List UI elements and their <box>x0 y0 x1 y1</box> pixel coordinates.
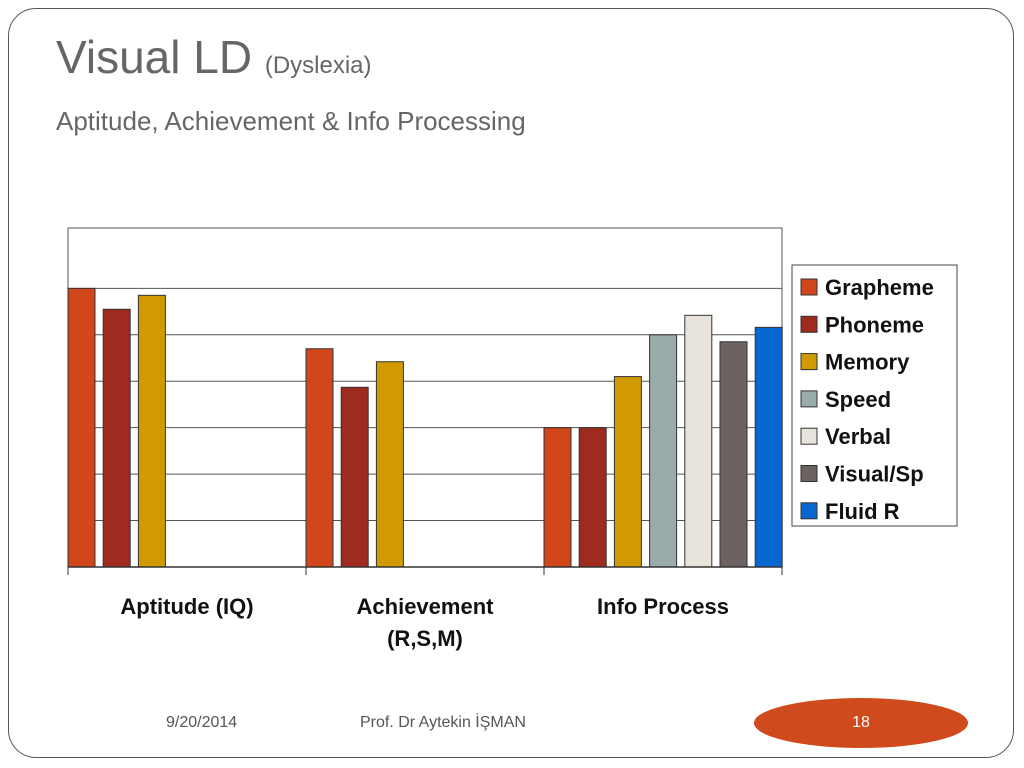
legend-swatch-visual-sp <box>800 465 818 482</box>
bar-verbal-2 <box>684 314 713 568</box>
bar-grapheme-0 <box>67 287 96 568</box>
bar-memory-2 <box>613 376 642 568</box>
bar-phoneme-1 <box>340 386 369 568</box>
slide-title-main: Visual LD <box>56 31 253 83</box>
legend-swatch-memory <box>800 353 818 371</box>
legend-label-verbal: Verbal <box>825 424 891 449</box>
slide-title: Visual LD (Dyslexia) <box>56 30 372 84</box>
slide-subtitle: Aptitude, Achievement & Info Processing <box>56 106 526 136</box>
legend-label-phoneme: Phoneme <box>825 312 924 337</box>
bar-memory-1 <box>375 361 404 568</box>
bar-grapheme-2 <box>543 427 572 568</box>
legend-label-fluid-r: Fluid R <box>825 499 900 524</box>
bar-phoneme-2 <box>578 427 607 568</box>
legend-label-visual-sp: Visual/Sp <box>825 462 924 487</box>
legend-swatch-speed <box>800 390 818 408</box>
legend-label-speed: Speed <box>825 387 891 412</box>
x-tick-label-1: Achievement (R,S,M) <box>357 594 495 651</box>
bar-visual-sp-2 <box>719 341 748 568</box>
bar-memory-0 <box>137 294 166 568</box>
slide-frame <box>8 8 1014 758</box>
legend-label-memory: Memory <box>825 350 910 375</box>
bar-phoneme-0 <box>102 308 131 568</box>
page-number-badge: 18 <box>754 698 968 748</box>
legend-swatch-grapheme <box>800 278 818 296</box>
legend-swatch-phoneme <box>800 315 818 333</box>
legend-label-grapheme: Grapheme <box>825 275 934 300</box>
bar-grapheme-1 <box>305 348 334 568</box>
x-tick-label-0: Aptitude (IQ) <box>120 594 253 619</box>
x-tick-label-2: Info Process <box>597 594 729 619</box>
footer-date: 9/20/2014 <box>166 714 238 731</box>
page-number: 18 <box>852 714 870 731</box>
legend-swatch-fluid-r <box>800 502 818 520</box>
bar-fluid-r-2 <box>754 326 783 568</box>
slide-title-suffix: (Dyslexia) <box>264 52 372 79</box>
footer-author: Prof. Dr Aytekin İŞMAN <box>360 714 526 731</box>
bar-speed-2 <box>649 334 678 568</box>
legend-swatch-verbal <box>800 427 818 445</box>
legend-box <box>791 264 958 527</box>
